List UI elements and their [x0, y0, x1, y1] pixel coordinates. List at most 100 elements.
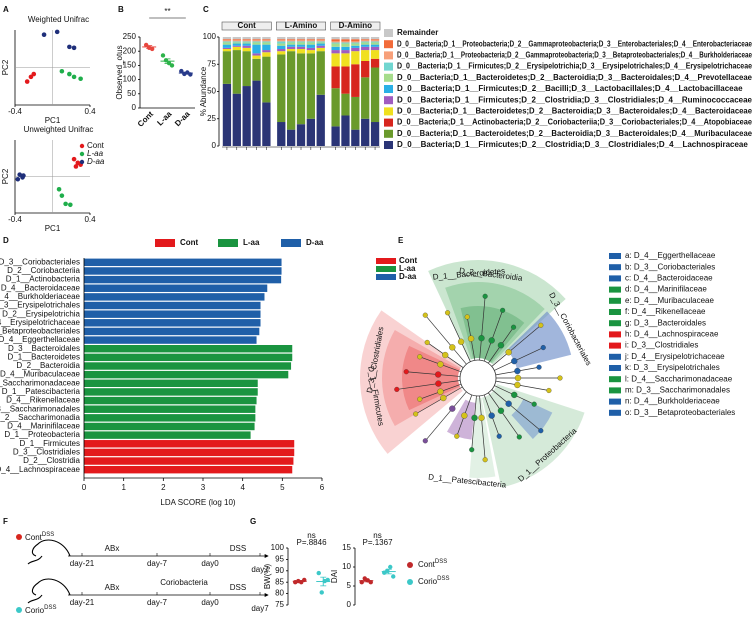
legend-swatch: [609, 264, 621, 271]
taxon-label: o: D_3__Betaproteobacteriales: [625, 408, 735, 417]
bar-segment: [361, 77, 370, 119]
taxon-label: f: D_4__Rikenellaceae: [625, 307, 706, 316]
tree-branch: [479, 395, 486, 460]
y-tick-label: 0: [132, 103, 137, 112]
legend-superscript: DSS: [437, 576, 449, 582]
legend-swatch: [155, 239, 175, 247]
y-tick-label: D_3__Saccharimonadales: [0, 404, 80, 413]
legend-label: D_0__Bacteria;D_1__Actinobacteria;D_2__C…: [397, 118, 752, 127]
tree-node: [449, 344, 456, 351]
clade-highlight: [445, 282, 545, 364]
bar-segment: [232, 37, 241, 40]
bar: [84, 396, 257, 405]
tree-node: [488, 412, 495, 419]
bar-segment: [370, 46, 380, 51]
point: [59, 193, 65, 198]
legend-swatch: [609, 286, 621, 293]
taxon-label: e: D_4__Muribaculaceae: [625, 296, 714, 305]
point: [21, 173, 26, 178]
legend-swatch: [609, 309, 621, 315]
point: [41, 32, 47, 37]
chart-title: Unweighted Unifrac: [24, 125, 94, 134]
tree-node: [511, 391, 518, 399]
bar-segment: [232, 93, 241, 146]
legend-label: D_0__Bacteria;D_1__Proteobacteria;D_2__G…: [397, 51, 752, 60]
bar-segment: [331, 66, 340, 89]
bar-segment: [296, 37, 306, 40]
point: [71, 74, 77, 80]
y-tick-label: D_3__Clostridiales: [13, 448, 80, 457]
annotation: ns: [373, 531, 381, 540]
point: [316, 570, 321, 576]
tree-node: [437, 361, 444, 368]
x-tick-label: 4: [240, 483, 245, 492]
bar-segment: [331, 50, 340, 54]
tree-node: [454, 433, 460, 439]
step-label: DSS: [230, 544, 246, 553]
bar: [84, 310, 261, 318]
tree-node: [413, 411, 419, 417]
bar-segment: [252, 80, 261, 146]
bar-segment: [252, 53, 261, 56]
y-tick-label: D_2__Erysipelotrichia: [2, 309, 80, 318]
group-dot: [16, 534, 22, 540]
point: [71, 156, 77, 162]
bar-segment: [341, 115, 350, 146]
bar-segment: [222, 42, 232, 45]
point: [73, 164, 79, 169]
y-tick-label: 95: [275, 555, 284, 564]
tree-node: [488, 337, 495, 344]
y-tick-label: D_4__Erysipelotrichaceae: [0, 318, 81, 327]
bar-segment: [306, 47, 316, 51]
bar-segment: [277, 40, 286, 42]
legend-swatch: [384, 141, 393, 149]
bar: [84, 414, 256, 422]
bar-segment: [252, 55, 261, 59]
bar-segment: [262, 56, 271, 103]
bar: [84, 440, 295, 448]
bar-segment: [286, 44, 296, 47]
tree-node: [445, 310, 451, 316]
bar-segment: [306, 50, 316, 54]
point: [71, 45, 77, 51]
bar-segment: [351, 51, 360, 65]
tree-root: [459, 359, 497, 397]
bar-segment: [351, 47, 360, 52]
taxon-label: m: D_3__Saccharimonadales: [625, 386, 730, 395]
point: [54, 29, 60, 35]
bar: [84, 327, 260, 336]
bar-segment: [277, 39, 286, 41]
x-tick-label: Cont: [136, 109, 155, 128]
bar-segment: [242, 41, 251, 43]
legend-swatch: [609, 253, 621, 259]
y-tick-label: D_4__Rikenellaceae: [6, 396, 80, 405]
bar-segment: [370, 42, 380, 45]
tree-node: [482, 457, 488, 463]
legend-swatch: [609, 365, 621, 371]
taxon-label: d: D_4__Marinifilaceae: [625, 285, 707, 294]
bar-segment: [331, 126, 340, 146]
bar-segment: [296, 124, 306, 146]
annotation: P=.8846: [296, 538, 327, 547]
bar-segment: [262, 44, 271, 51]
bar-segment: [296, 48, 306, 54]
tree-branch: [479, 296, 486, 361]
bar-segment: [361, 118, 370, 146]
tree-node: [505, 349, 512, 356]
tree-node: [422, 312, 428, 318]
step-label: ABx: [105, 583, 120, 592]
bar-segment: [262, 102, 271, 146]
y-tick-label: D_1__Actinobacteria: [6, 275, 81, 284]
bar-segment: [242, 51, 251, 87]
bar-segment: [361, 40, 370, 42]
bar-segment: [361, 42, 370, 45]
legend-swatch: [384, 129, 393, 138]
bar-segment: [252, 58, 261, 81]
bar-segment: [370, 39, 380, 41]
clade-highlight: [460, 306, 525, 363]
bar-segment: [277, 54, 286, 123]
bar-segment: [262, 41, 271, 43]
bar: [84, 353, 293, 362]
bar: [84, 457, 294, 465]
tree-node: [449, 405, 456, 412]
